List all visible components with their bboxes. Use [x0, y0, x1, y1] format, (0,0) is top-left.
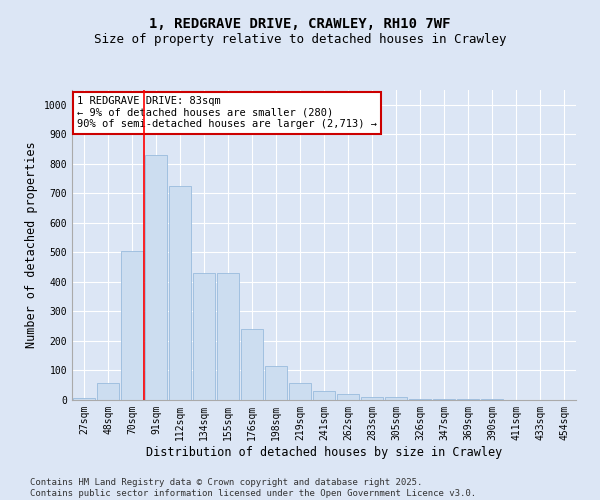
Text: Size of property relative to detached houses in Crawley: Size of property relative to detached ho…: [94, 32, 506, 46]
Bar: [289, 383, 311, 400]
Bar: [121, 251, 143, 400]
Text: 1 REDGRAVE DRIVE: 83sqm
← 9% of detached houses are smaller (280)
90% of semi-de: 1 REDGRAVE DRIVE: 83sqm ← 9% of detached…: [77, 96, 377, 130]
Bar: [97, 383, 119, 400]
Bar: [217, 273, 239, 400]
Bar: [385, 397, 407, 400]
Bar: [169, 186, 191, 400]
Bar: [481, 398, 503, 400]
Bar: [313, 391, 335, 400]
X-axis label: Distribution of detached houses by size in Crawley: Distribution of detached houses by size …: [146, 446, 502, 458]
Y-axis label: Number of detached properties: Number of detached properties: [25, 142, 38, 348]
Text: Contains HM Land Registry data © Crown copyright and database right 2025.
Contai: Contains HM Land Registry data © Crown c…: [30, 478, 476, 498]
Bar: [337, 394, 359, 400]
Bar: [409, 398, 431, 400]
Bar: [433, 399, 455, 400]
Bar: [145, 155, 167, 400]
Bar: [193, 273, 215, 400]
Bar: [361, 397, 383, 400]
Text: 1, REDGRAVE DRIVE, CRAWLEY, RH10 7WF: 1, REDGRAVE DRIVE, CRAWLEY, RH10 7WF: [149, 18, 451, 32]
Bar: [241, 329, 263, 400]
Bar: [265, 366, 287, 400]
Bar: [73, 398, 95, 400]
